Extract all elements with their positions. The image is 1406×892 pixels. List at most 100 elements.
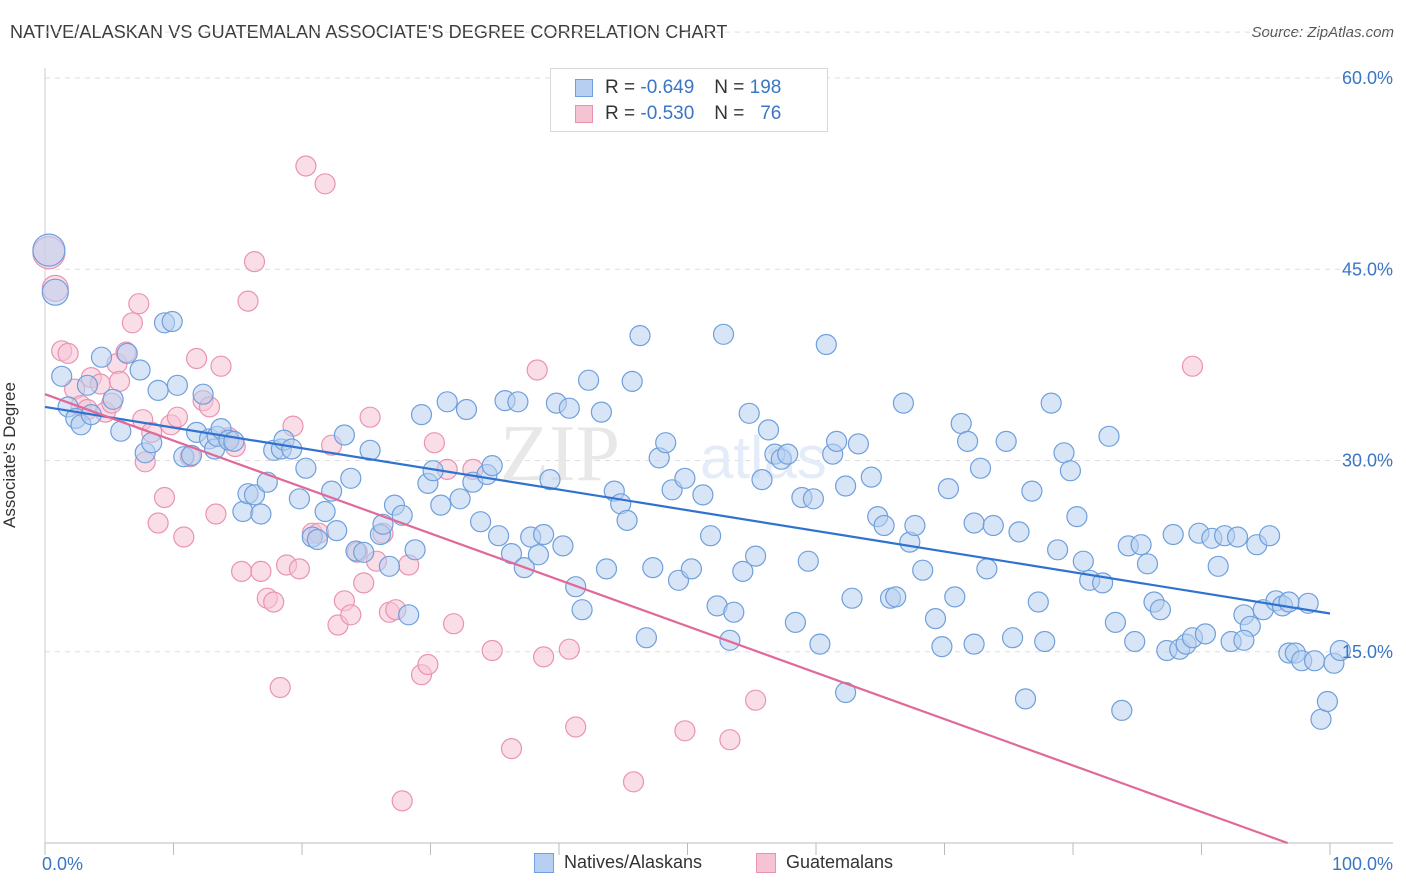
guatemalan-point bbox=[481, 639, 503, 662]
native-alaskan-point bbox=[32, 233, 66, 267]
native-alaskan-point bbox=[314, 500, 336, 523]
legend-swatch-pink bbox=[575, 105, 593, 123]
native-alaskan-point bbox=[532, 523, 555, 546]
native-alaskan-point bbox=[950, 412, 972, 435]
native-alaskan-point bbox=[353, 541, 375, 563]
guatemalan-point bbox=[500, 737, 523, 760]
native-alaskan-point bbox=[595, 558, 618, 580]
native-alaskan-point bbox=[1053, 442, 1075, 464]
native-alaskan-point bbox=[744, 545, 767, 567]
native-alaskan-point bbox=[1014, 688, 1037, 710]
native-alaskan-point bbox=[577, 369, 600, 391]
y-axis-label: Associate's Degree bbox=[0, 382, 19, 528]
native-alaskan-point bbox=[712, 323, 735, 345]
native-alaskan-point bbox=[1008, 521, 1030, 543]
native-alaskan-point bbox=[635, 627, 658, 649]
guatemalan-point bbox=[147, 512, 169, 534]
legend-r-value: -0.649 bbox=[640, 77, 695, 98]
native-alaskan-point bbox=[963, 512, 985, 534]
native-alaskan-point bbox=[1303, 650, 1326, 672]
native-alaskan-point bbox=[552, 535, 574, 557]
native-alaskan-point bbox=[1046, 539, 1069, 561]
native-alaskan-point bbox=[116, 342, 138, 364]
native-alaskan-point bbox=[470, 511, 492, 533]
native-alaskan-point bbox=[326, 519, 348, 542]
native-alaskan-point bbox=[1001, 627, 1024, 649]
native-alaskan-point bbox=[1034, 630, 1056, 653]
guatemalan-point bbox=[243, 251, 266, 273]
legend-item-natives[interactable]: Natives/Alaskans bbox=[534, 852, 702, 873]
native-alaskan-point bbox=[243, 484, 266, 506]
native-alaskan-point bbox=[180, 444, 203, 466]
guatemalan-point bbox=[423, 432, 445, 454]
native-alaskan-point bbox=[333, 424, 355, 446]
native-alaskan-point bbox=[378, 555, 400, 577]
guatemalan-point bbox=[128, 293, 150, 315]
native-alaskan-point bbox=[621, 370, 643, 392]
x-tick-label: 0.0% bbox=[42, 854, 83, 874]
guatemalan-point bbox=[622, 771, 645, 793]
guatemalan-point bbox=[565, 716, 587, 738]
guatemalan-point bbox=[210, 355, 232, 377]
native-alaskan-point bbox=[825, 430, 848, 452]
guatemalan-point bbox=[443, 613, 465, 635]
legend-swatch-blue bbox=[575, 79, 593, 97]
axes bbox=[44, 68, 1393, 855]
guatemalan-point bbox=[250, 560, 272, 583]
native-alaskan-point bbox=[976, 558, 998, 580]
native-alaskan-point bbox=[784, 611, 807, 634]
native-alaskan-point bbox=[738, 402, 760, 424]
natives-alaskans-points bbox=[32, 233, 1351, 730]
native-alaskan-point bbox=[1098, 425, 1120, 447]
native-alaskan-point bbox=[166, 374, 188, 396]
source-label: Source: ZipAtlas.com bbox=[1251, 24, 1394, 41]
guatemalan-point bbox=[359, 406, 381, 428]
native-alaskan-point bbox=[723, 601, 745, 623]
native-alaskan-point bbox=[699, 525, 722, 547]
legend-r-label: R = bbox=[605, 77, 636, 98]
native-alaskan-point bbox=[937, 478, 960, 500]
native-alaskan-point bbox=[912, 559, 934, 581]
y-tick-label: 60.0% bbox=[1342, 68, 1393, 88]
native-alaskan-point bbox=[797, 550, 819, 572]
guatemalan-point bbox=[1181, 355, 1204, 377]
legend-row-natives: R = -0.649 N = 198 bbox=[575, 75, 781, 101]
native-alaskan-point bbox=[841, 587, 863, 609]
native-alaskan-point bbox=[1207, 555, 1229, 577]
guatemalan-point bbox=[314, 173, 336, 195]
native-alaskan-point bbox=[430, 494, 452, 516]
guatemalan-point bbox=[186, 347, 208, 370]
guatemalans-trend-line bbox=[44, 393, 1288, 845]
guatemalan-point bbox=[166, 406, 188, 428]
guatemalan-point bbox=[674, 720, 696, 742]
guatemalan-point bbox=[558, 638, 580, 660]
native-alaskan-point bbox=[90, 346, 113, 368]
native-alaskan-point bbox=[995, 430, 1017, 452]
native-alaskan-point bbox=[847, 433, 870, 455]
native-alaskan-point bbox=[674, 467, 696, 489]
native-alaskan-point bbox=[1124, 630, 1146, 653]
native-alaskan-point bbox=[680, 558, 703, 580]
native-alaskan-point bbox=[616, 509, 638, 532]
native-alaskan-point bbox=[904, 514, 926, 537]
native-alaskan-point bbox=[751, 469, 773, 491]
guatemalan-point bbox=[353, 572, 375, 594]
guatemalan-point bbox=[153, 486, 176, 509]
guatemalan-point bbox=[719, 729, 741, 751]
native-alaskan-point bbox=[1136, 553, 1159, 575]
native-alaskan-point bbox=[449, 488, 471, 510]
legend-label-natives: Natives/Alaskans bbox=[564, 852, 703, 872]
native-alaskan-point bbox=[398, 604, 420, 626]
native-alaskan-point bbox=[1233, 629, 1255, 651]
native-alaskan-point bbox=[539, 469, 561, 491]
legend-item-guatemalans[interactable]: Guatemalans bbox=[756, 852, 893, 873]
native-alaskan-point bbox=[1310, 708, 1332, 730]
guatemalan-point bbox=[231, 560, 253, 583]
native-alaskan-point bbox=[956, 430, 979, 452]
native-alaskan-point bbox=[41, 278, 69, 306]
guatemalan-point bbox=[526, 359, 548, 381]
legend-r-value: -0.530 bbox=[640, 103, 695, 124]
native-alaskan-point bbox=[777, 443, 799, 465]
guatemalan-point bbox=[744, 689, 767, 711]
native-alaskan-point bbox=[1040, 392, 1062, 414]
